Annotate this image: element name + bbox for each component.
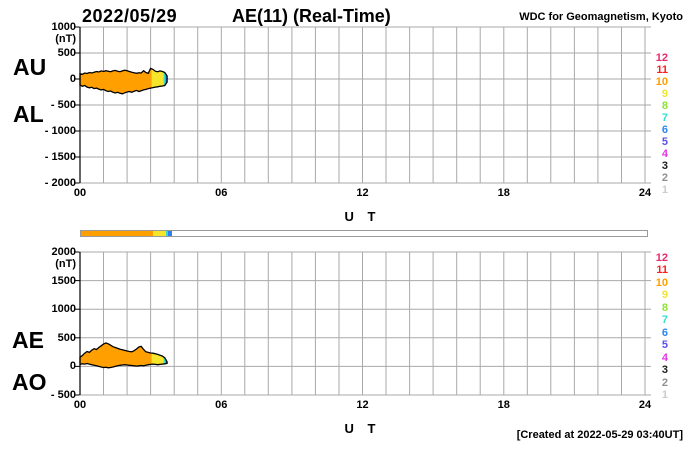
station-count-legend-item: 1 (661, 184, 668, 196)
station-count-legend-item: 4 (661, 148, 668, 160)
bar-segment (165, 231, 168, 236)
axis-label-ae: AE (12, 327, 44, 353)
aeao-panel-chart (75, 251, 651, 396)
station-count-legend-item: 11 (656, 64, 668, 76)
station-count-legend-item: 10 (655, 76, 668, 88)
index-band-outline (79, 67, 168, 95)
ytick-label: 1000 (51, 303, 76, 316)
ytick-label: 1500 (51, 274, 76, 287)
station-count-legend-item: 10 (655, 276, 668, 289)
xtick-label: 18 (497, 187, 510, 199)
source-label: WDC for Geomagnetism, Kyoto (519, 11, 683, 23)
station-count-legend-item: 6 (661, 124, 668, 136)
xtick-label: 06 (215, 187, 228, 199)
ytick-label: 500 (57, 47, 76, 59)
station-count-legend-item: 12 (655, 52, 668, 64)
ytick-label: - 500 (50, 99, 76, 111)
xtick-label: 12 (356, 399, 369, 411)
grid-lines (75, 251, 651, 396)
plot-date: 2022/05/29 (82, 6, 178, 26)
station-count-legend-item: 2 (661, 172, 668, 184)
ytick-label: - 2000 (44, 177, 76, 189)
station-count-legend-item: 4 (661, 351, 668, 364)
ytick-label: 500 (57, 331, 76, 344)
station-count-legend-item: 1 (661, 388, 668, 401)
station-count-legend-item: 7 (661, 112, 668, 124)
ytick-label: - 1500 (44, 151, 76, 163)
y-unit-label: (nT) (55, 258, 76, 270)
ut-axis-label: U T (344, 209, 381, 224)
station-count-legend-item: 11 (656, 264, 668, 277)
station-count-legend-item: 8 (661, 301, 668, 314)
xtick-label: 18 (497, 399, 510, 411)
station-count-legend-item: 5 (661, 136, 668, 148)
bar-segment (152, 231, 166, 236)
station-count-legend-item: 6 (661, 326, 668, 339)
station-count-legend-item: 12 (655, 252, 668, 264)
ytick-label: 0 (69, 73, 76, 85)
station-count-legend-item: 9 (661, 88, 668, 100)
axis-label-ao: AO (12, 369, 47, 395)
station-count-legend-item: 7 (661, 314, 668, 327)
xtick-label: 24 (638, 187, 652, 199)
bar-segment (167, 231, 172, 236)
axis-label-au: AU (13, 54, 47, 80)
index-band-outline (79, 342, 168, 369)
ytick-label: 0 (69, 360, 76, 373)
grid-lines (75, 26, 651, 184)
aual-panel-chart (75, 26, 651, 184)
plot-title: AE(11) (Real-Time) (232, 6, 391, 26)
ytick-label: 1000 (51, 21, 76, 33)
station-count-legend-item: 8 (661, 100, 668, 112)
ut-axis-label: U T (344, 421, 381, 436)
index-band (80, 342, 168, 368)
xtick-label: 00 (73, 399, 87, 411)
station-availability-bar (80, 230, 648, 237)
xtick-label: 00 (73, 187, 87, 199)
xtick-label: 12 (356, 187, 369, 199)
station-count-legend-item: 3 (661, 160, 668, 172)
ytick-label: - 500 (50, 389, 76, 401)
y-unit-label: (nT) (55, 33, 76, 45)
ytick-label: 2000 (51, 246, 76, 258)
xtick-label: 06 (215, 399, 228, 411)
bar-segment (81, 231, 153, 236)
station-count-legend-item: 2 (661, 376, 668, 389)
ytick-label: - 1000 (44, 125, 76, 137)
created-timestamp: [Created at 2022-05-29 03:40UT] (516, 429, 683, 441)
station-count-legend-item: 3 (661, 364, 668, 377)
xtick-label: 24 (638, 399, 652, 411)
station-count-legend-item: 5 (661, 339, 668, 352)
axis-label-al: AL (13, 101, 44, 127)
station-count-legend-item: 9 (661, 289, 668, 302)
